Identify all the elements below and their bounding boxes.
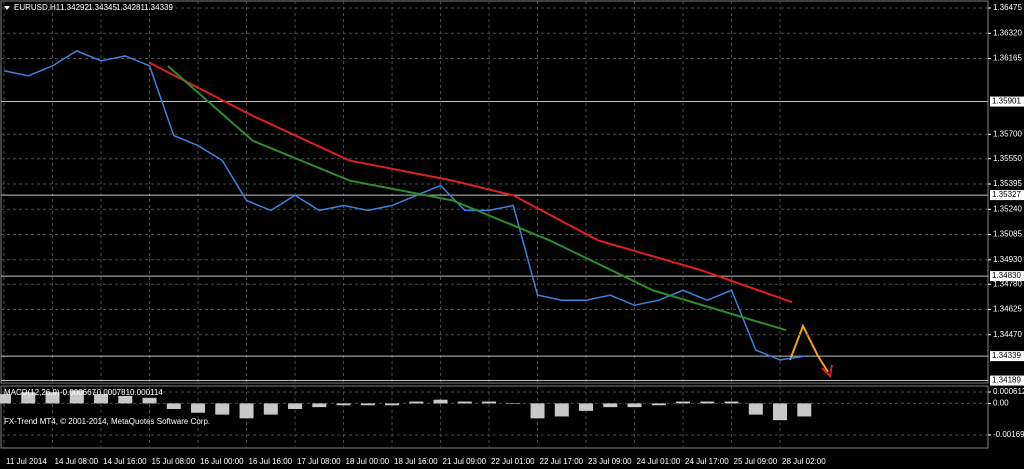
macd-bar: [651, 403, 666, 406]
x-tick-label: 18 Jul 16:00: [394, 457, 438, 466]
level-label-box: [990, 375, 1024, 386]
x-tick-label: 18 Jul 00:00: [346, 457, 390, 466]
arrow-head: [821, 364, 833, 379]
x-tick-label: 24 Jul 01:00: [637, 457, 681, 466]
x-tick-label: 28 Jul 02:00: [782, 457, 826, 466]
macd-bar: [748, 403, 763, 415]
macd-bar: [263, 403, 278, 415]
x-tick-label: 25 Jul 09:00: [734, 457, 778, 466]
macd-bar: [724, 401, 739, 404]
menu-arrow[interactable]: [4, 6, 10, 10]
level-label: 1.34339: [992, 351, 1021, 360]
macd-title: MACD(12,26,9): [4, 388, 60, 397]
macd-hist: 0.000114: [130, 388, 163, 397]
macd-bar: [603, 403, 618, 408]
macd-bar: [457, 401, 472, 404]
x-tick-label: 17 Jul 08:00: [297, 457, 341, 466]
macd-bar: [69, 390, 84, 404]
y-tick-label: 1.34625: [993, 305, 1022, 314]
macd-bar: [118, 395, 133, 404]
price-line: [149, 61, 793, 304]
y-tick-label: 1.35700: [993, 129, 1022, 138]
level-label-box: [990, 190, 1024, 201]
macd-bar: [482, 401, 497, 404]
macd-bar: [506, 403, 521, 404]
level-label-box: [990, 351, 1024, 362]
macd-bar: [142, 397, 157, 404]
macd-frame: [0, 385, 989, 449]
macd-bar: [385, 403, 400, 406]
macd-bar: [360, 403, 375, 406]
macd-bar: [627, 403, 642, 408]
y-tick-label: 1.34780: [993, 279, 1022, 288]
header: EURUSD,H1 1.34292 1.34345 1.34281 1.3433…: [4, 3, 210, 426]
level-label: 1.35327: [992, 190, 1021, 199]
x-tick-label: 14 Jul 16:00: [103, 457, 147, 466]
symbol-title: EURUSD,H1: [14, 3, 61, 12]
macd-bar: [797, 403, 812, 417]
y-tick-label: 1.36165: [993, 54, 1022, 63]
macd-bar: [554, 403, 569, 417]
ohlc-high: 1.34345: [88, 3, 117, 12]
y-tick-label: -0.00169: [993, 430, 1024, 439]
x-tick-label: 21 Jul 09:00: [443, 457, 487, 466]
x-tick-label: 22 Jul 17:00: [540, 457, 584, 466]
y-tick-label: 1.35085: [993, 230, 1022, 239]
y-tick-label: 1.36320: [993, 28, 1022, 37]
macd-bar: [45, 392, 60, 404]
macd-bar: [0, 394, 12, 404]
y-tick-label: 1.34470: [993, 330, 1022, 339]
level-label: 1.34830: [992, 271, 1021, 280]
y-tick-label: 1.35550: [993, 154, 1022, 163]
macd-bar: [94, 394, 109, 404]
macd-bar: [336, 403, 351, 406]
y-tick-label: 0.00: [993, 399, 1009, 408]
level-label: 1.35901: [992, 97, 1021, 106]
macd-bar: [166, 403, 181, 410]
macd-main: -0.000667: [60, 388, 97, 397]
level-label: 1.34189: [992, 376, 1021, 385]
main-frame: [0, 0, 989, 384]
y-tick-label: 1.36475: [993, 3, 1022, 12]
level-label-box: [990, 271, 1024, 282]
forecast-arrow: [789, 323, 829, 373]
x-tick-label: 16 Jul 00:00: [200, 457, 244, 466]
macd-bar: [700, 401, 715, 404]
ohlc-low: 1.34281: [116, 3, 145, 12]
y-tick-label: 1.35395: [993, 179, 1022, 188]
y-tick-label: 0.000612: [993, 387, 1024, 396]
x-tick-label: 24 Jul 17:00: [685, 457, 729, 466]
macd-bar: [676, 401, 691, 404]
macd-signal: -0.000781: [94, 388, 131, 397]
x-tick-label: 22 Jul 01:00: [491, 457, 535, 466]
x-tick-label: 23 Jul 09:00: [588, 457, 632, 466]
price-line: [167, 65, 787, 332]
y-tick-label: 1.34930: [993, 255, 1022, 264]
y-tick-label: 1.35240: [993, 204, 1022, 213]
macd-bar: [312, 403, 327, 408]
macd-bar: [21, 392, 36, 404]
macd-bar: [288, 403, 303, 410]
macd-bar: [579, 403, 594, 411]
macd-bar: [773, 403, 788, 421]
macd-bar: [530, 403, 545, 419]
ohlc-close: 1.34339: [144, 3, 173, 12]
level-label-box: [990, 96, 1024, 107]
macd-bar: [215, 403, 230, 415]
x-tick-label: 14 Jul 08:00: [55, 457, 99, 466]
copyright: FX-Trend MT4, © 2001-2014, MetaQuotes So…: [4, 417, 210, 426]
x-tick-label: 11 Jul 2014: [6, 457, 47, 466]
macd-bar: [433, 399, 448, 404]
x-tick-label: 16 Jul 16:00: [249, 457, 293, 466]
x-tick-label: 15 Jul 08:00: [152, 457, 196, 466]
ohlc-open: 1.34292: [60, 3, 89, 12]
macd-bar: [409, 401, 424, 404]
macd-bar: [191, 403, 206, 413]
macd-bar: [239, 403, 254, 419]
